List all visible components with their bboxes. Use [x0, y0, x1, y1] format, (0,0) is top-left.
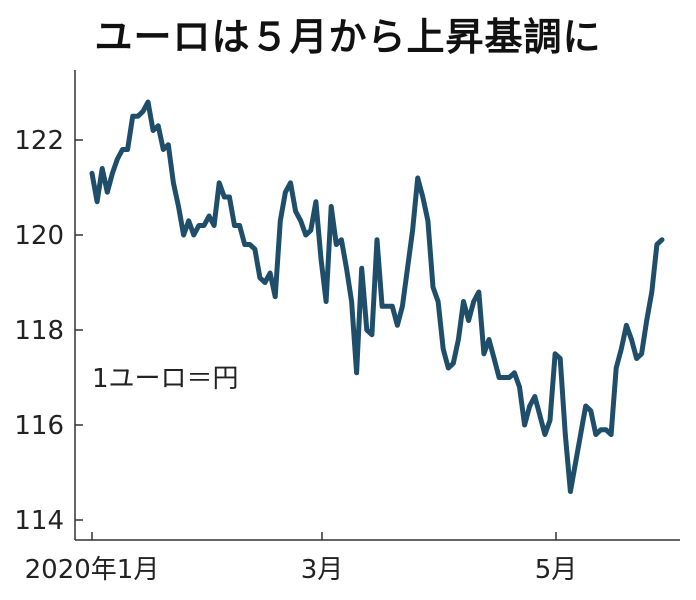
- y-tick-label: 122: [14, 126, 64, 156]
- y-axis-ticks: 122 120 118 116 114: [14, 126, 83, 536]
- axes: [74, 70, 680, 541]
- x-tick-label: 2020年1月: [25, 555, 160, 585]
- x-axis-ticks: 2020年1月 3月 5月: [25, 532, 578, 585]
- y-tick-label: 114: [14, 506, 64, 536]
- x-tick-label: 5月: [535, 555, 578, 585]
- chart-title: ユーロは５月から上昇基調に: [94, 15, 602, 59]
- y-tick-label: 120: [14, 221, 64, 251]
- y-tick-label: 118: [14, 316, 64, 346]
- series-layer: [89, 99, 665, 494]
- series-line: [89, 99, 665, 494]
- unit-label: 1ユーロ＝円: [92, 364, 239, 394]
- x-tick-label: 3月: [301, 555, 344, 585]
- y-tick-label: 116: [14, 411, 64, 441]
